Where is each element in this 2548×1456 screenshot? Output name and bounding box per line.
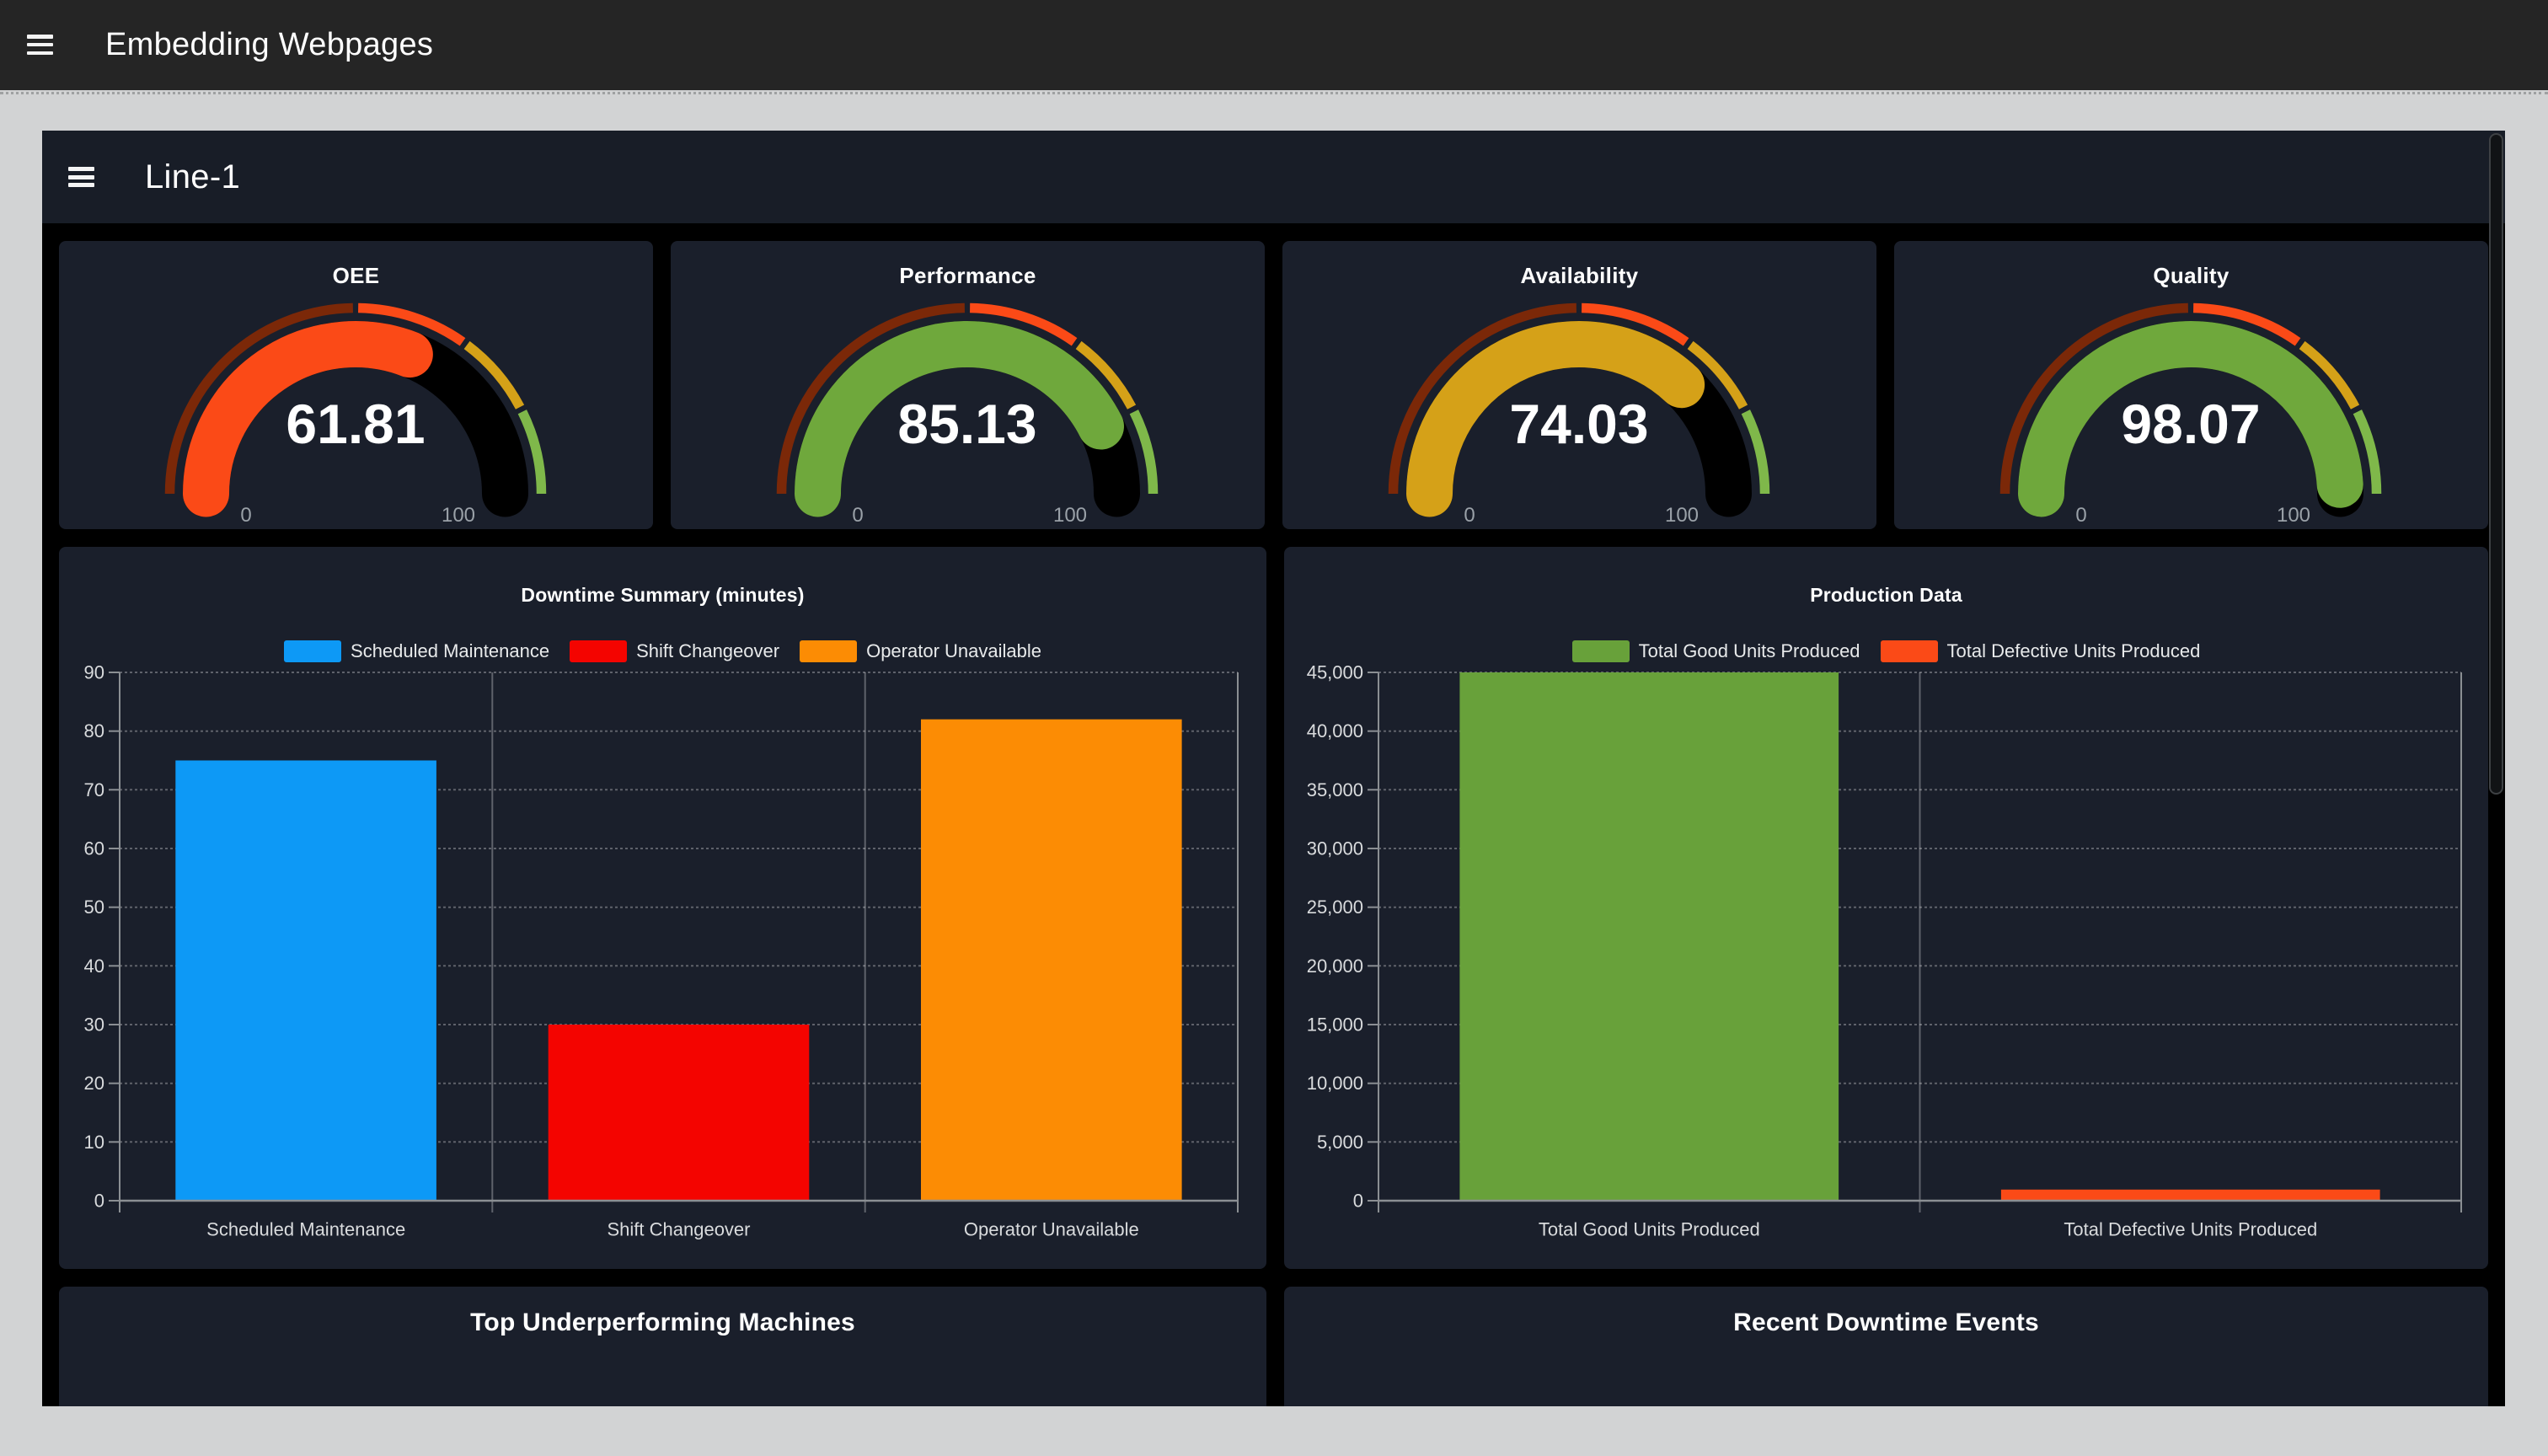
- chart-title: Production Data: [1810, 584, 1962, 606]
- chart-panel-downtime-summary: Downtime Summary (minutes) Scheduled Mai…: [59, 547, 1266, 1269]
- bar-chart: 0 5,000 10,000 15,000 20,000 25,000 30,000 35,0…: [1284, 547, 2488, 1273]
- gauge-card-quality: Quality 98.07 0 100: [1894, 241, 2488, 529]
- bar: [2000, 1189, 2380, 1201]
- panel-top-underperforming-machines: Top Underperforming Machines: [59, 1287, 1266, 1406]
- embedded-dashboard: Line-1 OEE 61.81 0 100 Performance 85.13…: [42, 131, 2505, 1406]
- dashboard-header: Line-1: [42, 131, 2505, 223]
- gauge-value: 61.81: [286, 393, 426, 455]
- bar: [548, 1025, 810, 1201]
- chart-legend: Total Good Units Produced Total Defective…: [1284, 629, 2488, 673]
- legend-swatch: [1880, 640, 1938, 662]
- svg-text:70: 70: [84, 779, 104, 800]
- dashboard-title: Line-1: [145, 158, 240, 195]
- legend-item[interactable]: Shift Changeover: [570, 640, 779, 662]
- menu-icon-bar: [68, 167, 94, 171]
- svg-text:Operator Unavailable: Operator Unavailable: [964, 1219, 1139, 1240]
- legend-label: Shift Changeover: [636, 640, 780, 661]
- app-bar: Embedding Webpages: [0, 0, 2548, 90]
- gauge-arc: [1282, 241, 1876, 533]
- svg-text:5,000: 5,000: [1317, 1132, 1363, 1153]
- svg-text:10,000: 10,000: [1307, 1073, 1363, 1094]
- legend-label: Operator Unavailable: [866, 640, 1041, 661]
- svg-text:30,000: 30,000: [1307, 838, 1363, 859]
- gauge-min-label: 0: [2075, 504, 2087, 527]
- gauge-arc: [59, 241, 653, 533]
- bar: [1459, 672, 1839, 1201]
- gauge-max-label: 100: [2276, 504, 2311, 527]
- gauge-min-label: 0: [852, 504, 864, 527]
- legend-item[interactable]: Scheduled Maintenance: [284, 640, 549, 662]
- scrollbar-thumb[interactable]: [2489, 133, 2503, 795]
- svg-text:35,000: 35,000: [1307, 779, 1363, 800]
- svg-text:0: 0: [1353, 1191, 1363, 1212]
- svg-text:Shift Changeover: Shift Changeover: [608, 1219, 751, 1240]
- svg-text:90: 90: [84, 662, 104, 683]
- gauge-title: Availability: [1520, 263, 1639, 288]
- menu-icon-bar: [27, 35, 53, 39]
- gauge-title: Quality: [2153, 263, 2230, 288]
- svg-text:Total Defective Units Produced: Total Defective Units Produced: [2064, 1219, 2317, 1240]
- panel-title: Recent Downtime Events: [1733, 1309, 2039, 1336]
- gauge-arc: [671, 241, 1265, 533]
- gauge-max-label: 100: [1664, 504, 1700, 527]
- svg-text:80: 80: [84, 720, 104, 741]
- svg-text:50: 50: [84, 897, 104, 918]
- svg-text:30: 30: [84, 1014, 104, 1036]
- menu-icon-bar: [27, 42, 53, 47]
- bar-chart: 0 10 20 30 40 50 60 70 80 90 Scheduled Maintenance…: [59, 547, 1266, 1273]
- svg-text:40,000: 40,000: [1307, 720, 1363, 741]
- gauge-min-label: 0: [1464, 504, 1475, 527]
- svg-text:20,000: 20,000: [1307, 956, 1363, 977]
- chart-panel-production-data: Production Data Total Good Units Produce…: [1284, 547, 2488, 1269]
- legend-item[interactable]: Total Defective Units Produced: [1880, 640, 2201, 662]
- gauge-value: 98.07: [2121, 393, 2261, 455]
- bar: [175, 760, 436, 1201]
- gauge-card-oee: OEE 61.81 0 100: [59, 241, 653, 529]
- svg-text:Total Good Units Produced: Total Good Units Produced: [1539, 1219, 1760, 1240]
- svg-text:45,000: 45,000: [1307, 662, 1363, 683]
- gauge-title: Performance: [899, 263, 1036, 288]
- svg-text:0: 0: [94, 1191, 104, 1212]
- gauge-arc: [1894, 241, 2488, 533]
- legend-item[interactable]: Total Good Units Produced: [1571, 640, 1860, 662]
- panel-title: Top Underperforming Machines: [470, 1309, 855, 1336]
- app-title: Embedding Webpages: [105, 27, 434, 62]
- svg-text:40: 40: [84, 956, 104, 977]
- chart-legend: Scheduled Maintenance Shift Changeover Ope…: [59, 629, 1266, 673]
- svg-text:20: 20: [84, 1073, 104, 1094]
- dashboard-menu-icon[interactable]: [68, 167, 94, 187]
- bar: [921, 719, 1182, 1201]
- legend-label: Scheduled Maintenance: [351, 640, 550, 661]
- panel-recent-downtime-events: Recent Downtime Events: [1284, 1287, 2488, 1406]
- gauge-card-performance: Performance 85.13 0 100: [671, 241, 1265, 529]
- menu-icon-bar: [68, 183, 94, 187]
- legend-swatch: [284, 640, 342, 662]
- svg-text:60: 60: [84, 838, 104, 859]
- legend-swatch: [1571, 640, 1630, 662]
- svg-text:15,000: 15,000: [1307, 1014, 1363, 1036]
- gauge-title: OEE: [332, 263, 380, 288]
- legend-label: Total Defective Units Produced: [1946, 640, 2201, 661]
- menu-icon-bar: [27, 51, 53, 55]
- legend-item[interactable]: Operator Unavailable: [800, 640, 1041, 662]
- menu-icon[interactable]: [27, 35, 53, 55]
- menu-icon-bar: [68, 174, 94, 179]
- legend-swatch: [800, 640, 858, 662]
- gauge-min-label: 0: [240, 504, 252, 527]
- gauge-card-availability: Availability 74.03 0 100: [1282, 241, 1876, 529]
- app-bar-divider: [0, 92, 2548, 94]
- chart-title: Downtime Summary (minutes): [521, 584, 805, 606]
- svg-text:10: 10: [84, 1132, 104, 1153]
- gauge-max-label: 100: [1052, 504, 1088, 527]
- legend-swatch: [570, 640, 628, 662]
- svg-text:25,000: 25,000: [1307, 897, 1363, 918]
- svg-text:Scheduled Maintenance: Scheduled Maintenance: [206, 1219, 405, 1240]
- gauge-value: 85.13: [897, 393, 1037, 455]
- gauge-value: 74.03: [1509, 393, 1649, 455]
- gauge-max-label: 100: [441, 504, 476, 527]
- legend-label: Total Good Units Produced: [1638, 640, 1860, 661]
